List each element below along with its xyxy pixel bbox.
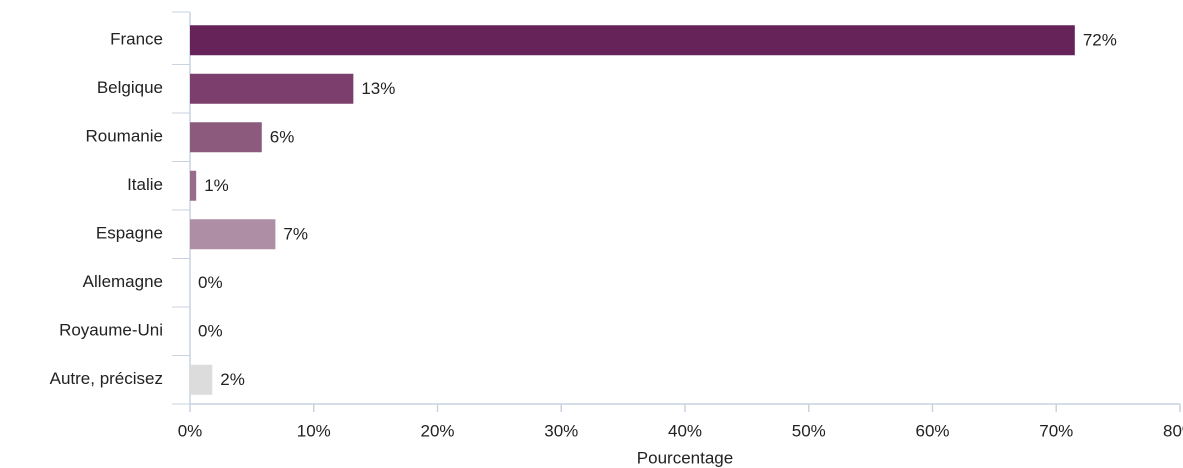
bar: [190, 73, 354, 104]
bar: [190, 170, 197, 201]
x-tick-label: 50%: [792, 421, 826, 440]
y-tick-label: Belgique: [97, 78, 163, 97]
value-label: 0%: [198, 322, 223, 341]
value-label: 7%: [283, 225, 308, 244]
value-label: 2%: [220, 370, 245, 389]
y-tick-label: Autre, précisez: [50, 369, 163, 388]
x-tick-label: 40%: [668, 421, 702, 440]
value-label: 13%: [361, 79, 395, 98]
value-label: 6%: [270, 128, 295, 147]
y-tick-label: France: [110, 30, 163, 49]
bar: [190, 364, 213, 395]
y-tick-label: Italie: [127, 175, 163, 194]
x-tick-label: 10%: [297, 421, 331, 440]
y-tick-label: Espagne: [96, 224, 163, 243]
bar: [190, 25, 1075, 56]
value-label: 72%: [1083, 31, 1117, 50]
y-tick-label: Royaume-Uni: [59, 321, 163, 340]
bar: [190, 219, 276, 250]
value-label: 1%: [204, 176, 229, 195]
x-tick-label: 20%: [420, 421, 454, 440]
value-label: 0%: [198, 273, 223, 292]
x-tick-label: 80%: [1163, 421, 1183, 440]
x-tick-label: 0%: [178, 421, 203, 440]
x-tick-label: 70%: [1039, 421, 1073, 440]
bar: [190, 122, 262, 153]
x-tick-label: 30%: [544, 421, 578, 440]
y-tick-label: Allemagne: [83, 272, 163, 291]
x-tick-label: 60%: [915, 421, 949, 440]
x-axis-title: Pourcentage: [637, 448, 733, 467]
y-tick-label: Roumanie: [86, 127, 164, 146]
